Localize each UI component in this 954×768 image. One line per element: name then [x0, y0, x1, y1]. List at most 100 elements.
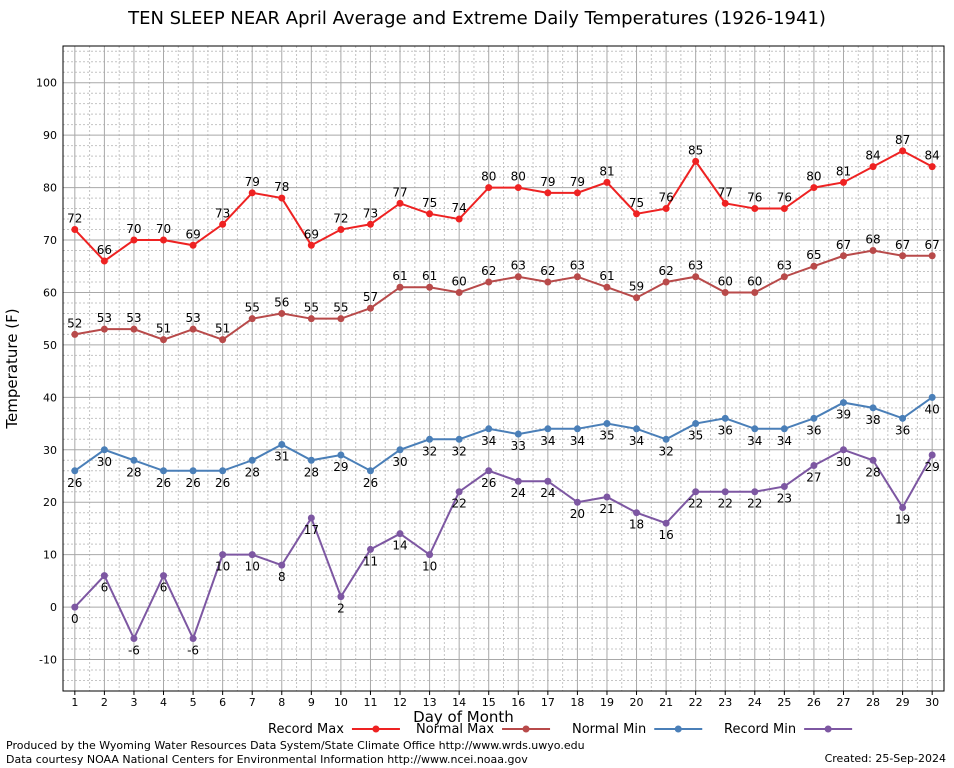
- data-label: 55: [304, 301, 319, 315]
- plot-border: [62, 45, 945, 692]
- data-label: 2: [337, 602, 345, 616]
- data-point: [869, 404, 877, 412]
- x-tick-label: 30: [925, 696, 939, 709]
- data-point: [71, 226, 79, 234]
- data-label: 22: [452, 497, 467, 511]
- data-label: 20: [570, 507, 585, 521]
- data-label: 22: [688, 497, 703, 511]
- data-point: [899, 252, 907, 260]
- created-date: Created: 25-Sep-2024: [824, 752, 946, 765]
- data-label: 32: [658, 444, 673, 458]
- data-label: 52: [67, 316, 82, 330]
- data-point: [130, 325, 138, 333]
- x-tick-label: 8: [278, 696, 285, 709]
- y-tick-label: 60: [43, 286, 57, 299]
- legend: Record Max Normal Max Normal Min Record Min: [268, 722, 853, 737]
- data-label: 32: [452, 444, 467, 458]
- data-point: [278, 561, 286, 569]
- data-label: 22: [718, 497, 733, 511]
- data-label: 70: [126, 222, 141, 236]
- y-tick-label: 30: [43, 444, 57, 457]
- data-label: 35: [688, 429, 703, 443]
- x-tick-label: 18: [570, 696, 584, 709]
- data-label: -6: [128, 644, 140, 658]
- data-label: 6: [101, 581, 109, 595]
- data-point: [455, 215, 463, 223]
- data-label: 76: [747, 191, 762, 205]
- legend-swatch-marker: [674, 725, 682, 733]
- data-point: [899, 147, 907, 155]
- data-label: 69: [185, 227, 200, 241]
- data-point: [721, 488, 729, 496]
- data-point: [426, 283, 434, 291]
- data-label: 75: [629, 196, 644, 210]
- data-label: 36: [895, 423, 910, 437]
- data-label: 38: [865, 413, 880, 427]
- data-point: [780, 482, 788, 490]
- legend-label: Normal Min: [572, 722, 646, 737]
- data-point: [307, 315, 315, 323]
- data-label: 84: [925, 149, 940, 163]
- data-point: [337, 226, 345, 234]
- data-point: [780, 205, 788, 213]
- data-point: [839, 252, 847, 260]
- data-point: [751, 425, 759, 433]
- x-tick-label: 28: [866, 696, 880, 709]
- data-label: 11: [363, 554, 378, 568]
- data-point: [810, 262, 818, 270]
- data-label: 0: [71, 612, 79, 626]
- data-label: 34: [570, 434, 585, 448]
- data-point: [603, 178, 611, 186]
- data-point: [692, 157, 700, 165]
- data-point: [160, 572, 168, 580]
- data-point: [839, 178, 847, 186]
- data-label: 56: [274, 295, 289, 309]
- x-tick-label: 23: [718, 696, 732, 709]
- data-point: [396, 283, 404, 291]
- data-point: [899, 503, 907, 511]
- data-point: [71, 330, 79, 338]
- data-point: [721, 199, 729, 207]
- y-tick-label: 20: [43, 496, 57, 509]
- data-point: [928, 252, 936, 260]
- data-point: [633, 425, 641, 433]
- y-tick-label: 40: [43, 391, 57, 404]
- data-label: 57: [363, 290, 378, 304]
- data-label: 62: [658, 264, 673, 278]
- data-point: [662, 435, 670, 443]
- data-label: 63: [777, 259, 792, 273]
- data-point: [928, 393, 936, 401]
- data-point: [396, 199, 404, 207]
- data-point: [337, 451, 345, 459]
- data-point: [189, 467, 197, 475]
- data-point: [692, 273, 700, 281]
- data-point: [514, 184, 522, 192]
- data-point: [485, 467, 493, 475]
- x-tick-label: 1: [71, 696, 78, 709]
- data-point: [248, 315, 256, 323]
- data-label: 29: [333, 460, 348, 474]
- data-point: [189, 635, 197, 643]
- data-label: -6: [187, 644, 199, 658]
- data-point: [780, 425, 788, 433]
- data-label: 19: [895, 512, 910, 526]
- data-point: [130, 236, 138, 244]
- data-label: 26: [363, 476, 378, 490]
- data-label: 67: [895, 238, 910, 252]
- data-label: 74: [452, 201, 467, 215]
- x-tick-label: 17: [541, 696, 555, 709]
- y-tick-label: 90: [43, 129, 57, 142]
- data-label: 60: [718, 274, 733, 288]
- data-label: 30: [836, 455, 851, 469]
- data-label: 77: [718, 185, 733, 199]
- data-point: [160, 236, 168, 244]
- data-point: [721, 288, 729, 296]
- data-point: [426, 551, 434, 559]
- grid: [63, 46, 944, 692]
- data-point: [278, 309, 286, 317]
- y-tick-label: 10: [43, 549, 57, 562]
- data-point: [248, 551, 256, 559]
- data-label: 26: [67, 476, 82, 490]
- data-label: 14: [392, 539, 407, 553]
